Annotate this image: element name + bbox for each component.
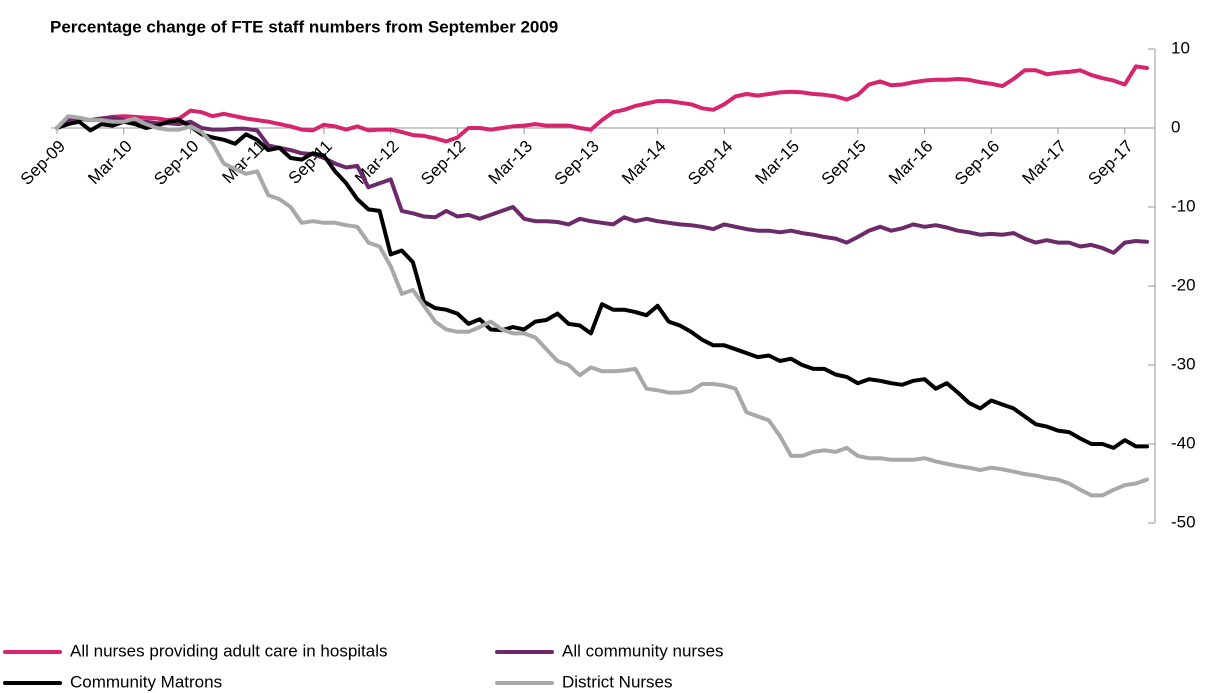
x-tick-label: Sep-12 xyxy=(417,137,469,189)
x-tick-label: Sep-09 xyxy=(17,137,69,189)
x-tick-label: Mar-15 xyxy=(752,137,804,189)
x-tick-label: Mar-12 xyxy=(351,137,403,189)
x-tick-label: Mar-16 xyxy=(885,137,937,189)
chart-title: Percentage change of FTE staff numbers f… xyxy=(50,17,558,36)
y-tick-label: 10 xyxy=(1171,38,1190,57)
x-tick-label: Mar-17 xyxy=(1019,137,1071,189)
y-tick-label: -10 xyxy=(1171,196,1196,215)
legend-label: Community Matrons xyxy=(70,672,222,691)
line-series xyxy=(55,64,1149,144)
x-tick-label: Sep-14 xyxy=(684,137,736,189)
x-tick-label: Mar-14 xyxy=(618,137,670,189)
line-series xyxy=(55,118,1149,450)
y-tick-label: -30 xyxy=(1171,354,1196,373)
legend-label: District Nurses xyxy=(562,672,673,691)
y-tick-label: -40 xyxy=(1171,433,1196,452)
y-tick-label: 0 xyxy=(1171,117,1180,136)
x-tick-label: Sep-15 xyxy=(818,137,870,189)
line-series xyxy=(55,115,1149,255)
legend-label: All community nurses xyxy=(562,641,724,660)
x-tick-label: Sep-10 xyxy=(150,137,202,189)
legend-label: All nurses providing adult care in hospi… xyxy=(70,641,388,660)
line-series xyxy=(55,114,1149,498)
x-tick-label: Mar-10 xyxy=(84,137,136,189)
y-tick-label: -20 xyxy=(1171,275,1196,294)
x-tick-label: Sep-16 xyxy=(951,137,1003,189)
x-tick-label: Sep-17 xyxy=(1085,137,1137,189)
x-tick-label: Mar-13 xyxy=(485,137,537,189)
x-tick-label: Sep-13 xyxy=(551,137,603,189)
y-tick-label: -50 xyxy=(1171,512,1196,531)
